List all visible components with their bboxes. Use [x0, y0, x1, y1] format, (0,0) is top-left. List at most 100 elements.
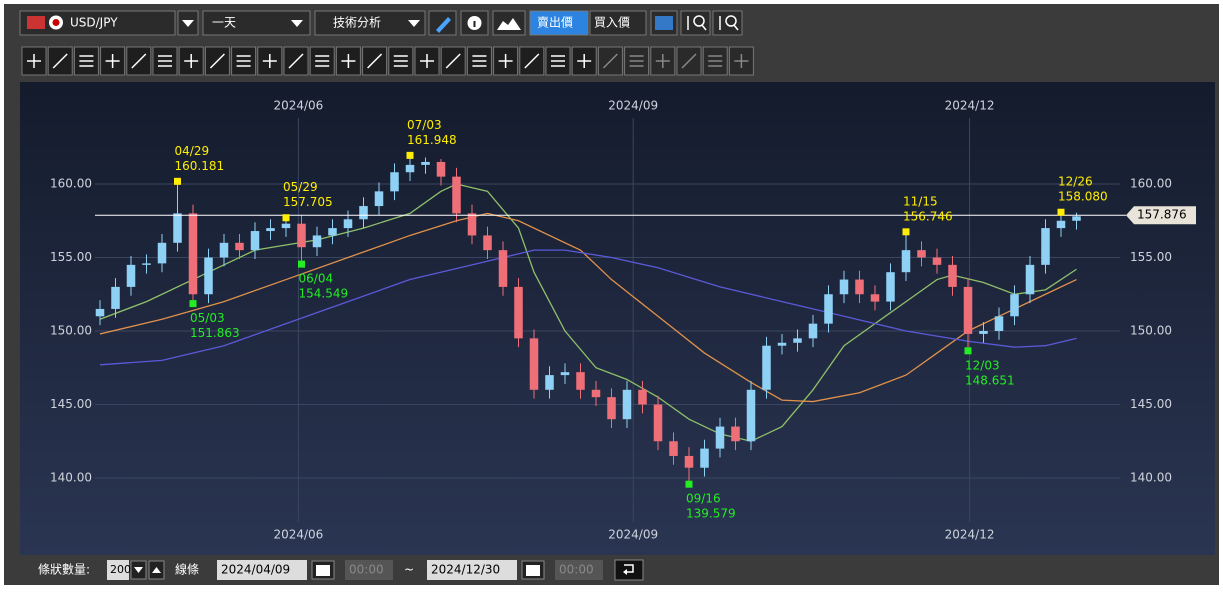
- tool-icon: [655, 54, 670, 68]
- candle-body: [855, 279, 864, 295]
- tool-icon: [27, 54, 41, 68]
- bar-count-label: 條狀數量:: [38, 563, 90, 577]
- calendar-icon: [526, 565, 540, 576]
- x-tick-label-bottom: 2024/12: [945, 528, 995, 542]
- candle-body: [142, 263, 151, 265]
- sell-button[interactable]: [529, 10, 589, 36]
- candle-body: [948, 264, 957, 287]
- to-date: 2024/12/30: [431, 563, 500, 577]
- tool-icon: [602, 53, 618, 69]
- tool-icon: [236, 55, 251, 67]
- info-i: [473, 21, 476, 27]
- candle-body: [1056, 220, 1066, 229]
- candle-body: [281, 223, 291, 229]
- tool-icon: [52, 53, 68, 69]
- buy: 買入價: [594, 16, 630, 30]
- buy-button[interactable]: [589, 10, 647, 36]
- to-time-box: [555, 560, 603, 580]
- to-date-box[interactable]: [427, 560, 517, 580]
- from-date: 2024/04/09: [221, 563, 290, 577]
- y-tick-label: 150.00: [50, 324, 92, 338]
- candle-body: [793, 338, 802, 343]
- bar-count: 200: [110, 563, 131, 576]
- zoom-icon: [693, 15, 705, 27]
- arrow: [291, 20, 303, 27]
- zoom-out[interactable]: [680, 10, 711, 36]
- analysis-box[interactable]: [314, 10, 426, 36]
- candle-body: [994, 316, 1004, 331]
- tool-icon: [629, 55, 644, 67]
- candle-body: [839, 279, 849, 295]
- candle-body: [390, 172, 399, 192]
- tool-icon: [209, 53, 225, 69]
- tool-icon: [577, 54, 592, 68]
- x-tick-label: 2024/12: [945, 99, 995, 113]
- candle-body: [297, 223, 306, 248]
- to-time: 00:00: [559, 563, 594, 577]
- arrow: [134, 567, 143, 573]
- interval-box[interactable]: [202, 10, 311, 36]
- candle-body: [746, 389, 756, 442]
- tool-icon: [315, 55, 330, 67]
- mountain-button[interactable]: [492, 10, 526, 36]
- current-price-label: 157.876: [1137, 208, 1187, 222]
- bar-count-box[interactable]: [107, 560, 129, 580]
- arrow: [152, 567, 161, 573]
- tool-icon: [498, 54, 513, 68]
- y-tick-label-right: 140.00: [1130, 471, 1172, 485]
- tool-button[interactable]: [440, 46, 466, 76]
- candle-body: [731, 426, 740, 442]
- extreme-value: 160.181: [175, 159, 225, 173]
- pen-icon: [436, 17, 451, 33]
- extreme-marker: [964, 347, 972, 355]
- candle-body: [762, 345, 771, 390]
- extreme-value: 161.948: [407, 133, 457, 147]
- candle-body: [436, 161, 446, 177]
- zoom-in[interactable]: [712, 10, 743, 36]
- tool-button[interactable]: [21, 46, 47, 76]
- extreme-marker: [902, 228, 910, 236]
- candle-body: [622, 389, 632, 420]
- extreme-date: 06/04: [299, 272, 334, 286]
- candle-body: [452, 176, 461, 214]
- flag-us: [27, 16, 45, 29]
- candle-body: [545, 375, 554, 390]
- tool-button[interactable]: [388, 46, 414, 76]
- from-date-box[interactable]: [217, 560, 307, 580]
- symbol-box[interactable]: [19, 10, 176, 36]
- candle-body: [374, 191, 384, 207]
- from-time-box: [345, 560, 393, 580]
- analysis: 技術分析: [333, 16, 381, 30]
- extreme-date: 09/16: [686, 492, 721, 506]
- candle-body: [1025, 264, 1035, 295]
- candle-body: [173, 213, 182, 243]
- candle-body: [963, 286, 973, 334]
- candle-body: [886, 272, 895, 302]
- extreme-value: 151.863: [190, 326, 240, 340]
- tool-icon: [184, 54, 199, 68]
- arrow: [408, 20, 420, 27]
- candle-body: [870, 294, 880, 302]
- candle-body: [932, 257, 942, 265]
- candle-body: [1010, 294, 1019, 317]
- tool-button[interactable]: [676, 46, 702, 76]
- interval: 一天: [212, 16, 236, 30]
- tool-button[interactable]: [493, 46, 519, 76]
- y-tick-label-right: 160.00: [1130, 177, 1172, 191]
- chart-panel: [20, 82, 1215, 555]
- candle-body: [188, 213, 198, 295]
- candle-body: [901, 250, 911, 273]
- apply-button[interactable]: [614, 559, 644, 581]
- tool-icon: [708, 55, 723, 67]
- tool-button[interactable]: [152, 46, 178, 76]
- candle-body: [1072, 216, 1081, 221]
- y-tick-label: 160.00: [50, 177, 92, 191]
- candle-body: [359, 206, 368, 220]
- tool-icon: [262, 54, 277, 68]
- candle-body: [1041, 228, 1050, 265]
- mountain-icon: [497, 18, 521, 30]
- extreme-marker: [189, 300, 197, 308]
- candle-body: [421, 161, 430, 165]
